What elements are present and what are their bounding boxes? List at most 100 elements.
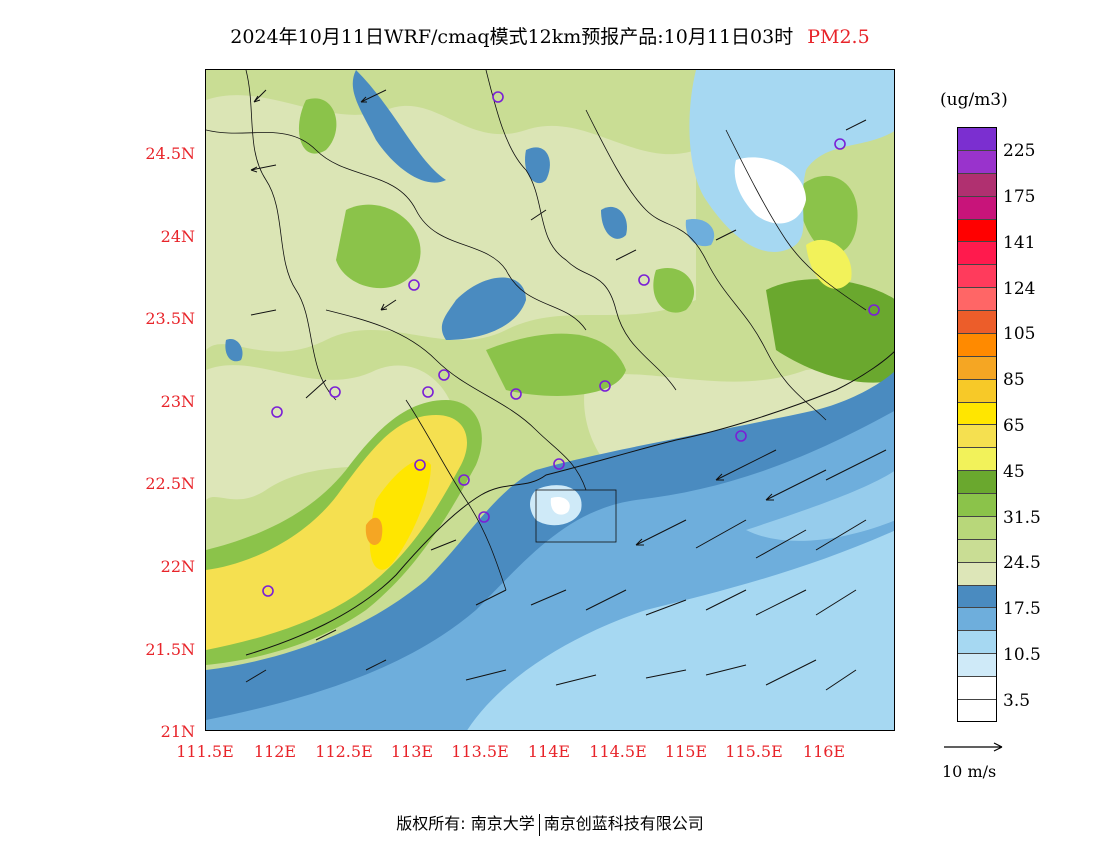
title-species: PM2.5 — [807, 26, 870, 48]
legend-swatch — [958, 448, 996, 472]
wind-arrow — [715, 449, 777, 481]
legend-swatch — [958, 311, 996, 334]
wind-arrow — [815, 519, 867, 551]
city-marker — [438, 369, 450, 381]
green-patch — [766, 279, 894, 383]
hk-box — [535, 489, 617, 543]
legend-swatch — [958, 494, 996, 517]
green-patch — [653, 268, 695, 313]
clean-patch-ne-core — [734, 157, 806, 224]
city-marker — [599, 380, 611, 392]
legend-swatch — [958, 173, 996, 197]
color-legend — [957, 127, 997, 722]
wind-arrow — [585, 589, 627, 611]
x-tick-label: 111.5E — [176, 742, 234, 761]
wind-arrow — [245, 669, 267, 683]
green-patch — [796, 175, 858, 254]
legend-swatch — [958, 585, 996, 609]
hk-clean-core — [550, 496, 570, 515]
footer-right: 南京创蓝科技有限公司 — [543, 814, 704, 833]
wind-arrow — [253, 89, 267, 103]
city-marker — [262, 585, 274, 597]
legend-swatch — [958, 242, 996, 266]
coastline — [245, 351, 894, 656]
wind-arrow — [755, 529, 807, 559]
wind-reference-arrow — [942, 738, 1006, 758]
legend-swatch — [958, 356, 996, 380]
clean-patch — [352, 70, 446, 183]
clean-patch — [601, 206, 627, 239]
legend-swatch — [958, 265, 996, 289]
legend-swatch — [958, 677, 996, 700]
legend-swatch — [958, 516, 996, 540]
city-marker — [492, 91, 504, 103]
legend-swatch — [958, 425, 996, 449]
wind-arrow — [635, 519, 687, 546]
wind-arrow — [705, 589, 747, 611]
wind-arrow — [615, 249, 637, 261]
pm25-map — [205, 69, 895, 731]
province-boundary — [206, 129, 587, 331]
legend-label: 17.5 — [1003, 599, 1041, 619]
clean-patch-ne — [689, 70, 894, 252]
legend-unit: (ug/m3) — [940, 90, 1008, 110]
pollution-plume-inner — [369, 459, 431, 570]
light-land-patch — [206, 95, 696, 352]
title-main: 2024年10月11日WRF/cmaq模式12km预报产品:10月11日03时 — [230, 26, 794, 48]
legend-swatch — [958, 150, 996, 174]
x-tick-label: 113.5E — [451, 742, 509, 761]
legend-swatch — [958, 631, 996, 655]
legend-swatch — [958, 654, 996, 677]
wind-arrow — [825, 449, 887, 481]
y-tick-label: 22.5N — [145, 474, 195, 493]
province-boundary — [725, 129, 867, 311]
legend-label: 85 — [1003, 370, 1025, 390]
legend-swatch — [958, 128, 996, 151]
province-boundary — [585, 109, 827, 421]
y-tick-label: 22N — [160, 557, 195, 576]
wind-arrow — [695, 519, 747, 549]
legend-label: 141 — [1003, 233, 1036, 253]
province-boundary — [485, 70, 677, 391]
green-patch — [336, 204, 421, 289]
city-marker — [422, 386, 434, 398]
wind-arrow — [715, 229, 737, 241]
x-tick-label: 113E — [390, 742, 434, 761]
wind-arrow — [555, 674, 597, 686]
legend-swatch — [958, 608, 996, 632]
city-marker — [735, 430, 747, 442]
x-tick-label: 115E — [664, 742, 708, 761]
legend-label: 175 — [1003, 187, 1036, 207]
x-tick-label: 112E — [253, 742, 297, 761]
clean-patch — [525, 147, 550, 184]
legend-label: 225 — [1003, 141, 1036, 161]
wind-arrow — [645, 669, 687, 679]
sea-light — [746, 471, 894, 541]
legend-label: 24.5 — [1003, 553, 1041, 573]
copyright-footer: 版权所有: 南京大学 南京创蓝科技有限公司 — [0, 810, 1100, 836]
x-tick-label: 114E — [527, 742, 571, 761]
city-marker — [408, 279, 420, 291]
wind-arrow — [530, 589, 567, 606]
y-tick-label: 23N — [160, 392, 195, 411]
legend-label: 124 — [1003, 279, 1036, 299]
clean-patch — [685, 219, 715, 247]
legend-swatch — [958, 219, 996, 243]
map-title: 2024年10月11日WRF/cmaq模式12km预报产品:10月11日03时 P… — [0, 22, 1100, 49]
wind-arrow — [250, 309, 277, 316]
x-tick-label: 115.5E — [725, 742, 783, 761]
legend-swatch — [958, 539, 996, 563]
wind-arrow — [360, 89, 387, 103]
legend-swatch — [958, 196, 996, 220]
legend-swatch — [958, 402, 996, 426]
wind-arrow — [825, 669, 857, 691]
light-land-patch — [206, 365, 458, 500]
legend-swatch — [958, 379, 996, 403]
province-boundary — [405, 399, 507, 591]
wind-arrow — [475, 589, 507, 606]
city-marker — [414, 459, 426, 471]
x-tick-label: 116E — [802, 742, 846, 761]
legend-swatch — [958, 471, 996, 494]
wind-arrow — [315, 629, 337, 641]
wind-arrow — [765, 659, 817, 686]
